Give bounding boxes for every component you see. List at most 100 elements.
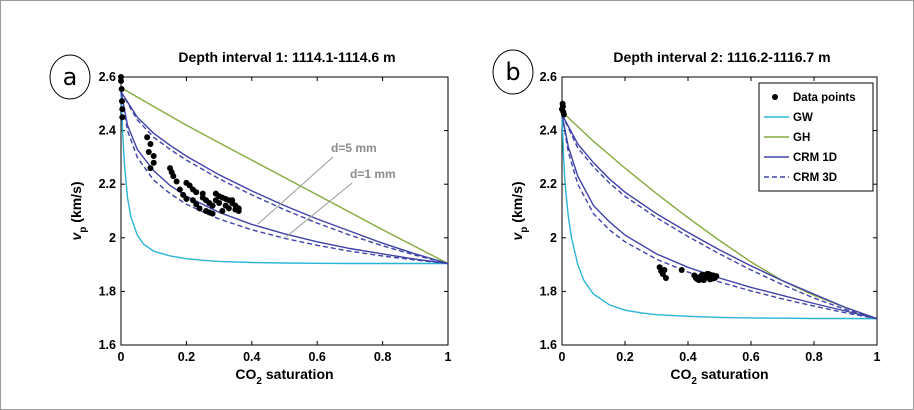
y-tick-label: 1.8 (540, 284, 557, 298)
data-point (145, 149, 152, 156)
data-point (119, 114, 126, 121)
x-tick-label: 0.8 (805, 350, 822, 364)
data-point (170, 173, 177, 180)
x-tick-label: 1 (445, 350, 452, 364)
legend-label: CRM 1D (793, 152, 837, 164)
data-point (147, 165, 154, 172)
data-point (229, 197, 236, 204)
x-tick-label: 0 (559, 350, 566, 364)
panel-b: b Depth interval 2: 1116.2-1116.7 m 0 0.2 0.… (492, 49, 881, 387)
legend-item-crm-1d: CRM 1D (764, 152, 837, 164)
y-tick-label: 1.6 (99, 338, 116, 352)
y-axis-label: vp (km/s) (509, 181, 530, 240)
y-axis-label: vp (km/s) (68, 181, 89, 240)
series-crm-3d-d-1-mm (561, 114, 878, 320)
x-tick-label: 1 (874, 350, 881, 364)
data-point (147, 141, 154, 147)
data-point (150, 159, 157, 166)
series-gh (120, 87, 449, 265)
y-tick-label: 2.2 (99, 177, 116, 191)
plot-area (561, 76, 878, 346)
chart-title: Depth interval 1: 1114.1-1114.6 m (178, 49, 395, 65)
data-point (678, 266, 685, 273)
annotation-d1mm: d=1 mm (350, 167, 396, 181)
legend-label: GW (793, 112, 813, 124)
legend-label: CRM 3D (793, 172, 837, 184)
series-crm-1d (120, 91, 449, 265)
data-point (209, 202, 216, 209)
x-tick-label: 0.4 (243, 350, 260, 364)
series-crm-3d-d-1-mm (120, 91, 449, 265)
panel-a: a Depth interval 1: 1114.1-1114.6 m 0 0.2 0.… (49, 49, 452, 387)
x-tick-label: 0.4 (679, 350, 696, 364)
series-gw (561, 114, 878, 320)
chart-title: Depth interval 2: 1116.2-1116.7 m (613, 49, 830, 65)
data-point (118, 86, 125, 93)
panel-badge (492, 49, 534, 95)
annotation-leader-d1mm (285, 182, 353, 238)
y-tick-label: 1.6 (540, 338, 557, 352)
y-tick-label: 2.4 (99, 124, 116, 138)
data-point (559, 103, 566, 110)
x-axis-label: CO2 saturation (670, 366, 768, 387)
series-crm-1d-d-1-mm (120, 91, 449, 265)
data-point (219, 208, 226, 214)
x-tick-label: 0.2 (178, 350, 195, 364)
y-tick-label: 1.8 (99, 284, 116, 298)
y-tick-label: 2.6 (540, 70, 557, 84)
x-tick-label: 0.8 (374, 350, 391, 364)
data-point (118, 98, 125, 105)
series-crm-1d-d-1-mm (561, 114, 878, 320)
x-axis-label: CO2 saturation (235, 366, 333, 387)
legend-item-gw: GW (764, 112, 813, 124)
data-point (235, 208, 242, 214)
data-point (180, 191, 187, 198)
data-point (193, 189, 200, 196)
annotation-d5mm: d=5 mm (331, 141, 377, 155)
legend-marker (772, 94, 778, 100)
data-point (710, 275, 717, 282)
series-data-points (559, 100, 720, 284)
y-tick-label: 2 (550, 231, 557, 245)
series-gw (120, 91, 448, 265)
data-point (662, 275, 669, 281)
data-point (225, 205, 232, 212)
panel-label: a (63, 63, 78, 91)
x-tick-label: 0.2 (616, 350, 633, 364)
data-point (703, 270, 710, 277)
panel-label: b (505, 58, 520, 86)
annotation-leader-d5mm (257, 156, 334, 225)
data-point (661, 266, 668, 273)
legend-label: Data points (793, 92, 856, 104)
data-point (119, 106, 126, 113)
data-point (144, 134, 151, 141)
series-data-points (118, 74, 242, 217)
data-point (560, 111, 567, 118)
data-point (193, 201, 200, 208)
data-point (150, 153, 157, 160)
x-tick-label: 0.6 (742, 350, 759, 364)
data-point (189, 197, 196, 204)
data-point (196, 205, 203, 212)
legend: Data points GW GH CRM 1D CRM 3D (758, 82, 874, 192)
data-point (216, 199, 223, 206)
series-crm-3d (120, 91, 449, 265)
series-crm-1d (561, 114, 878, 320)
y-tick-label: 2 (109, 231, 116, 245)
data-point (173, 178, 180, 185)
legend-item-gh: GH (764, 132, 810, 144)
x-tick-label: 0.6 (309, 350, 326, 364)
legend-label: GH (793, 132, 810, 144)
data-point (183, 195, 190, 202)
y-tick-label: 2.4 (540, 124, 557, 138)
data-point (696, 277, 703, 284)
x-tick-label: 0 (118, 350, 125, 364)
legend-item-data-points: Data points (772, 92, 856, 104)
y-tick-label: 2.6 (99, 70, 116, 84)
series-gh (561, 111, 878, 320)
y-tick-label: 2.2 (540, 177, 557, 191)
panel-badge (49, 54, 91, 100)
data-point (700, 277, 707, 284)
data-point (186, 182, 193, 189)
